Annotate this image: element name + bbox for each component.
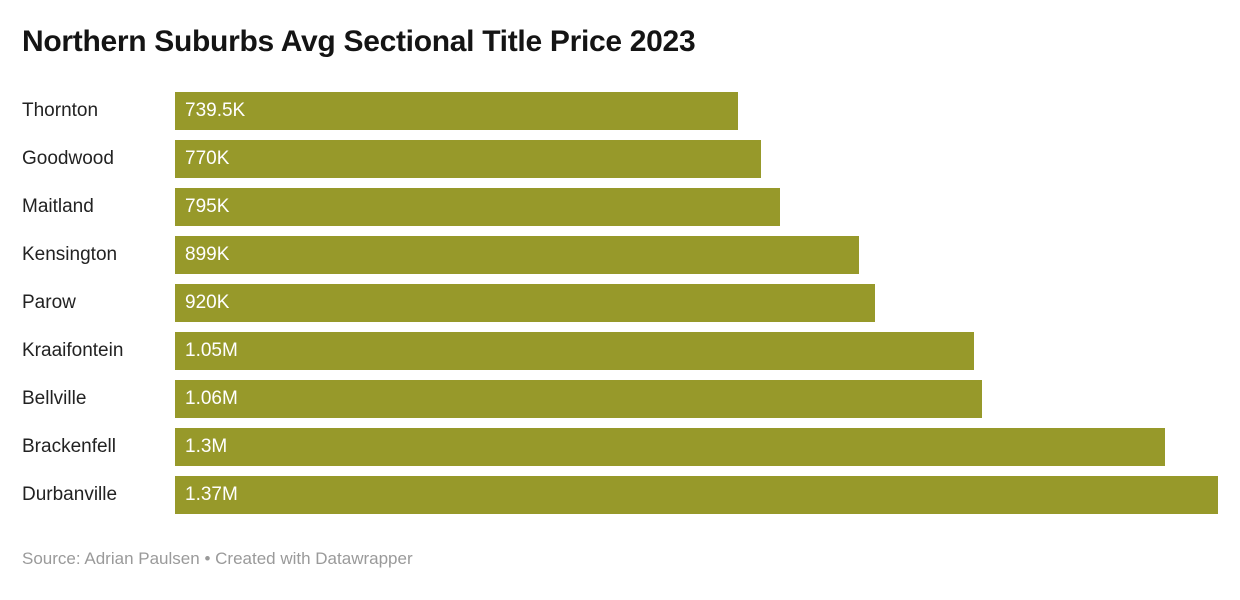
bar: 739.5K [175, 92, 738, 130]
bar: 770K [175, 140, 762, 178]
bar-track: 920K [175, 284, 1218, 322]
bar-track: 1.05M [175, 332, 1218, 370]
bar: 920K [175, 284, 876, 322]
chart-title: Northern Suburbs Avg Sectional Title Pri… [22, 25, 696, 58]
chart-row: Goodwood 770K [22, 135, 1218, 183]
bar-chart: Thornton 739.5K Goodwood 770K Maitland 795K Ke… [22, 87, 1218, 519]
category-label: Maitland [22, 196, 94, 217]
chart-row: Thornton 739.5K [22, 87, 1218, 135]
value-label: 770K [185, 148, 230, 169]
category-label: Thornton [22, 100, 99, 121]
chart-row: Maitland 795K [22, 183, 1218, 231]
value-label: 795K [185, 196, 230, 217]
chart-row: Kraaifontein 1.05M [22, 327, 1218, 375]
category-label: Kensington [22, 244, 118, 265]
value-label: 1.3M [185, 436, 228, 457]
chart-footer: Source: Adrian Paulsen • Created with Da… [22, 549, 1218, 569]
bar: 1.37M [175, 476, 1218, 514]
value-label: 1.37M [185, 484, 238, 505]
category-label: Brackenfell [22, 436, 116, 457]
category-label: Kraaifontein [22, 340, 124, 361]
value-label: 1.06M [185, 388, 238, 409]
chart-row: Parow 920K [22, 279, 1218, 327]
bar-track: 1.37M [175, 476, 1218, 514]
bar-track: 1.3M [175, 428, 1218, 466]
chart-row: Bellville 1.06M [22, 375, 1218, 423]
bar: 899K [175, 236, 860, 274]
bar: 1.05M [175, 332, 975, 370]
bar-track: 795K [175, 188, 1218, 226]
chart-row: Kensington 899K [22, 231, 1218, 279]
bar: 1.3M [175, 428, 1165, 466]
category-label: Bellville [22, 388, 87, 409]
category-label: Goodwood [22, 148, 114, 169]
value-label: 920K [185, 292, 230, 313]
bar-track: 899K [175, 236, 1218, 274]
footer-separator: • [204, 549, 211, 568]
bar: 795K [175, 188, 781, 226]
chart-row: Brackenfell 1.3M [22, 423, 1218, 471]
bar-track: 1.06M [175, 380, 1218, 418]
value-label: 739.5K [185, 100, 246, 121]
category-label: Parow [22, 292, 76, 313]
bar-track: 770K [175, 140, 1218, 178]
source-label: Source: [22, 549, 81, 568]
value-label: 1.05M [185, 340, 238, 361]
value-label: 899K [185, 244, 230, 265]
chart-row: Durbanville 1.37M [22, 471, 1218, 519]
bar-track: 739.5K [175, 92, 1218, 130]
attribution-text: Created with Datawrapper [215, 549, 413, 568]
bar: 1.06M [175, 380, 982, 418]
category-label: Durbanville [22, 484, 118, 505]
source-name: Adrian Paulsen [84, 549, 200, 568]
